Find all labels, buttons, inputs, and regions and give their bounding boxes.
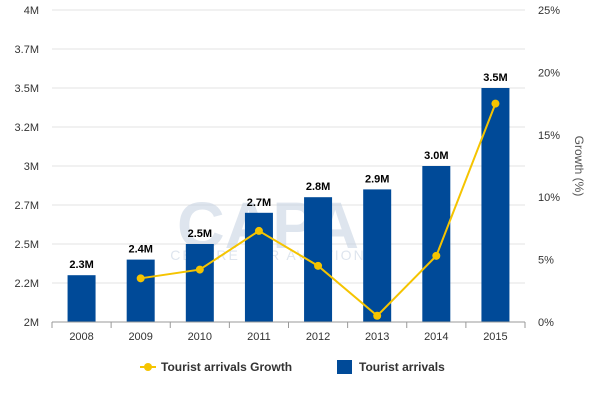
bar-tourist-arrivals (67, 275, 96, 322)
left-axis-tick-label: 3.5M (15, 83, 39, 95)
bar-tourist-arrivals (363, 189, 392, 322)
right-axis-tick-label: 10% (538, 192, 560, 204)
growth-point (136, 274, 145, 283)
x-axis-tick-label: 2008 (69, 331, 93, 343)
left-axis-tick-label: 2M (24, 317, 39, 329)
legend-growth-dot-icon (144, 363, 152, 371)
growth-point (373, 311, 382, 320)
bar-data-label: 3.5M (483, 72, 507, 84)
line-series (136, 99, 500, 320)
left-axis-tick-label: 4M (24, 5, 39, 17)
bar-tourist-arrivals (481, 88, 510, 322)
right-axis-tick-label: 5% (538, 255, 554, 267)
left-axis-tick-label: 2.7M (15, 200, 39, 212)
bar-data-label: 3.0M (424, 150, 448, 162)
x-axis-tick-label: 2015 (483, 331, 507, 343)
growth-point (491, 99, 500, 108)
bar-data-label: 2.9M (365, 173, 389, 185)
growth-point (432, 251, 441, 260)
x-axis-tick-label: 2013 (365, 331, 389, 343)
growth-point (195, 265, 204, 274)
x-axis-tick-label: 2011 (247, 331, 271, 343)
gridlines (52, 9, 525, 284)
growth-point (314, 261, 323, 270)
right-axis-title: Growth (%) (572, 136, 586, 197)
bar-tourist-arrivals (126, 259, 155, 322)
axes: 2M 2.2M 2.5M 2.7M 3M 3.2M 3.5M 3.7M 4M 0% 5% 10% 15%… (15, 5, 561, 343)
bar-data-label: 2.4M (128, 244, 152, 256)
legend-label-growth: Tourist arrivals Growth (161, 360, 292, 374)
right-axis-tick-label: 20% (538, 67, 560, 79)
bar-data-label: 2.8M (306, 181, 330, 193)
bar-data-label: 2.7M (247, 197, 271, 209)
growth-point (254, 226, 263, 235)
data-labels: 2.3M 2.4M 2.5M 2.7M 2.8M 2.9M 3.0M 3.5M (69, 72, 507, 271)
bar-tourist-arrivals (185, 244, 214, 322)
legend-label-arrivals: Tourist arrivals (359, 360, 445, 374)
left-axis-tick-label: 3M (24, 161, 39, 173)
left-axis-tick-label: 2.2M (15, 278, 39, 290)
right-axis-tick-label: 0% (538, 317, 554, 329)
x-axis-tick-label: 2009 (128, 331, 152, 343)
x-axis-tick-label: 2012 (306, 331, 330, 343)
right-axis-tick-label: 15% (538, 130, 560, 142)
left-axis-tick-label: 3.2M (15, 122, 39, 134)
legend-arrivals-square-icon (337, 360, 352, 374)
right-axis-tick-label: 25% (538, 5, 560, 17)
bar-data-label: 2.5M (188, 228, 212, 240)
left-axis-tick-label: 3.7M (15, 44, 39, 56)
bar-data-label: 2.3M (69, 259, 93, 271)
x-axis-tick-label: 2010 (188, 331, 212, 343)
legend: Tourist arrivals Growth Tourist arrivals (140, 360, 445, 374)
left-axis-tick-label: 2.5M (15, 239, 39, 251)
bar-tourist-arrivals (422, 166, 451, 322)
x-axis-tick-label: 2014 (424, 331, 448, 343)
